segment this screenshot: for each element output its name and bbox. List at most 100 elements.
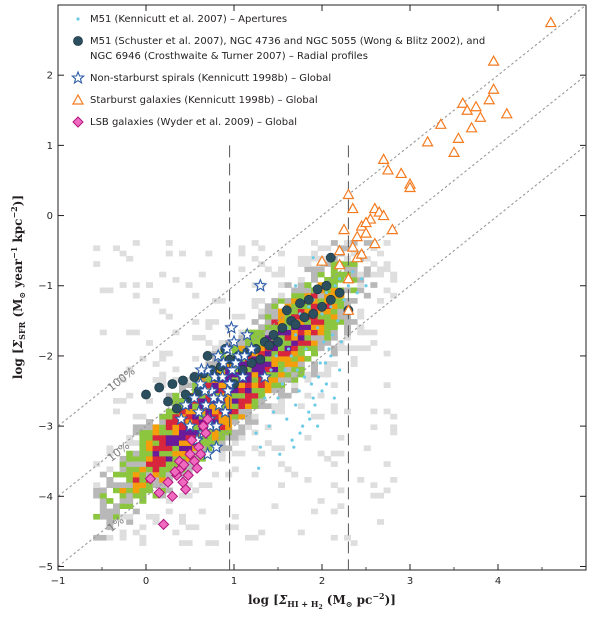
density-cell (357, 271, 365, 278)
density-cell (284, 334, 292, 341)
density-cell (225, 340, 233, 346)
m51-aperture-point (316, 375, 321, 379)
density-cell (172, 461, 180, 467)
density-cell (139, 445, 147, 452)
density-cell (330, 361, 338, 367)
y-tick-label: −2 (38, 351, 53, 362)
density-cell (264, 324, 272, 330)
m51-aperture-point (302, 375, 306, 379)
starburst-triangle (474, 111, 487, 122)
density-cell (231, 434, 239, 441)
density-cell (159, 455, 167, 462)
density-cell (93, 487, 101, 494)
density-cell (284, 361, 292, 367)
density-cell (238, 266, 246, 273)
density-cell (119, 455, 127, 462)
density-cell (165, 455, 173, 462)
density-cell (278, 461, 285, 467)
density-cell (99, 287, 107, 294)
density-cell (165, 471, 173, 478)
density-cell (363, 266, 371, 273)
density-cell (139, 455, 147, 462)
density-cell (383, 487, 391, 494)
radial-profile-point (268, 329, 279, 340)
density-cell (311, 298, 318, 304)
nonstarburst-star (218, 404, 233, 419)
radial-profile-point (264, 340, 275, 351)
density-cell (179, 424, 186, 431)
density-cell (258, 387, 266, 394)
density-cell (357, 477, 365, 483)
starburst-triangle (346, 240, 359, 252)
x-tick-label: −1 (51, 576, 66, 587)
density-cell (212, 429, 219, 436)
density-cell (291, 313, 299, 320)
m51-aperture-point (324, 382, 328, 386)
density-cell (119, 487, 127, 494)
density-cell (251, 398, 259, 404)
density-cell (291, 298, 299, 304)
density-cell (165, 498, 173, 504)
density-cell (284, 329, 292, 336)
density-cell (297, 361, 305, 367)
density-cell (350, 261, 358, 267)
m51-aperture-point (285, 417, 289, 421)
density-cell (383, 240, 391, 246)
density-cell (264, 355, 272, 362)
density-cell (324, 340, 332, 346)
density-cell (238, 245, 246, 252)
density-cell (159, 487, 167, 494)
starburst-triangle (386, 223, 399, 235)
density-cell (238, 340, 246, 346)
m51-aperture-point (322, 340, 326, 344)
density-cell (165, 313, 173, 320)
density-cell (231, 513, 239, 520)
density-cell (192, 424, 200, 431)
density-cell (159, 492, 167, 499)
radial-profile-point (325, 252, 336, 263)
density-cell (344, 324, 351, 330)
density-cell (119, 498, 127, 504)
density-cell (337, 450, 345, 457)
density-cell (278, 361, 285, 367)
m51-aperture-point (298, 431, 302, 435)
density-cell (363, 240, 371, 246)
density-cell (278, 408, 285, 415)
density-cell (126, 455, 134, 462)
density-cell (311, 508, 318, 515)
data-series (141, 16, 557, 531)
density-cell (132, 329, 140, 336)
density-cell (291, 387, 299, 394)
density-cell (330, 461, 338, 467)
m51-aperture-point (329, 305, 333, 309)
starburst-triangle (421, 135, 434, 147)
lsb-diamond (178, 459, 190, 471)
density-cell (238, 382, 246, 388)
density-cell (99, 471, 107, 478)
density-cell (330, 334, 338, 341)
starburst-triangle (359, 216, 373, 228)
density-cell (165, 466, 173, 473)
density-cell (185, 445, 193, 452)
density-cell (159, 434, 167, 441)
density-cell (198, 271, 206, 278)
density-cell (179, 429, 186, 436)
density-cell (304, 355, 312, 362)
density-cell (185, 413, 193, 420)
density-cell (238, 413, 246, 420)
density-cell (311, 340, 318, 346)
density-cell (297, 529, 305, 536)
density-cell (278, 403, 285, 409)
density-cell (113, 408, 120, 415)
density-cell (291, 345, 299, 352)
density-cell (330, 329, 338, 336)
density-cell (311, 319, 318, 325)
nonstarburst-star (257, 369, 272, 383)
density-cell (278, 482, 285, 488)
density-cell (271, 313, 279, 320)
nonstarburst-star (209, 418, 224, 433)
radial-profile-point (312, 284, 323, 295)
density-cell (99, 492, 107, 499)
density-cell (297, 261, 305, 267)
density-cell (350, 298, 358, 304)
